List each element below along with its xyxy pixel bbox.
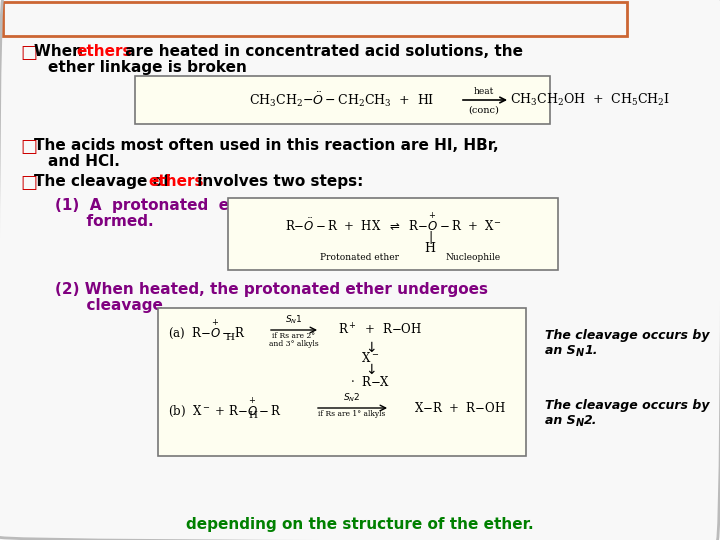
Text: The cleavage of: The cleavage of <box>34 174 175 189</box>
Text: an S: an S <box>545 414 575 427</box>
Text: When: When <box>34 44 89 59</box>
Text: (b)  X$^-$ + R$-\overset{+}{O}-$R: (b) X$^-$ + R$-\overset{+}{O}-$R <box>168 397 282 420</box>
Text: Cleavage of Ethers by Hot Concentrated Acids: Cleavage of Ethers by Hot Concentrated A… <box>10 11 478 29</box>
Text: R$^+$  +  R$-$OH: R$^+$ + R$-$OH <box>338 322 422 338</box>
Text: ·  R$-$X: · R$-$X <box>350 375 390 389</box>
Bar <box>135 76 550 124</box>
Text: $\mathregular{CH_3CH_2OH}$  +  $\mathregular{CH_5CH_2I}$: $\mathregular{CH_3CH_2OH}$ + $\mathregul… <box>510 92 670 108</box>
Text: cleavage: cleavage <box>55 298 163 313</box>
Text: ethers: ethers <box>76 44 132 59</box>
Text: X$-$R  +  R$-$OH: X$-$R + R$-$OH <box>414 401 506 415</box>
Text: H: H <box>425 241 436 254</box>
Text: R$-\ddot{O}-$R  +  HX  $\rightleftharpoons$  R$-\overset{+}{O}-$R  +  X$^{-}$: R$-\ddot{O}-$R + HX $\rightleftharpoons$… <box>284 212 501 232</box>
Text: $\downarrow$: $\downarrow$ <box>364 363 377 377</box>
Text: The acids most often used in this reaction are HI, HBr,: The acids most often used in this reacti… <box>34 138 499 153</box>
Text: an S: an S <box>545 343 575 356</box>
Text: 2.: 2. <box>584 414 598 427</box>
Text: (a)  R$-\overset{+}{O}-$R: (a) R$-\overset{+}{O}-$R <box>168 319 246 341</box>
Text: (1)  A  protonated  ether  is: (1) A protonated ether is <box>55 198 290 213</box>
Text: Protonated ether: Protonated ether <box>320 253 400 262</box>
Text: $\downarrow$: $\downarrow$ <box>364 341 377 355</box>
Text: ether linkage is broken: ether linkage is broken <box>48 60 247 75</box>
Text: □: □ <box>20 174 37 192</box>
Bar <box>158 308 526 456</box>
Text: $\mathregular{CH_3CH_2}$$-\ddot{O}-$$\mathregular{CH_2CH_3}$  +  HI: $\mathregular{CH_3CH_2}$$-\ddot{O}-$$\ma… <box>249 91 435 109</box>
Text: 1.: 1. <box>584 343 598 356</box>
Text: Nucleophile: Nucleophile <box>446 253 500 262</box>
Text: and HCl.: and HCl. <box>48 154 120 169</box>
Text: if Rs are 2°: if Rs are 2° <box>272 332 315 340</box>
Text: H: H <box>248 411 257 421</box>
Text: $S_N1$: $S_N1$ <box>285 314 303 326</box>
Text: X$^-$: X$^-$ <box>361 351 379 365</box>
Text: depending on the structure of the ether.: depending on the structure of the ether. <box>186 516 534 531</box>
Text: H: H <box>225 334 234 342</box>
FancyBboxPatch shape <box>3 2 627 36</box>
Text: (conc): (conc) <box>469 106 500 115</box>
Bar <box>228 198 558 270</box>
Text: The cleavage occurs by: The cleavage occurs by <box>545 399 709 411</box>
Text: if Rs are 1° alkyls: if Rs are 1° alkyls <box>318 410 386 418</box>
Text: are heated in concentrated acid solutions, the: are heated in concentrated acid solution… <box>120 44 523 59</box>
Text: formed.: formed. <box>55 214 153 229</box>
Text: (2) When heated, the protonated ether undergoes: (2) When heated, the protonated ether un… <box>55 282 488 297</box>
Text: heat: heat <box>474 87 494 96</box>
Text: and 3° alkyls: and 3° alkyls <box>269 340 319 348</box>
Text: N: N <box>576 348 584 358</box>
Text: □: □ <box>20 138 37 156</box>
Text: |: | <box>428 231 432 244</box>
Text: ethers: ethers <box>148 174 204 189</box>
Text: $S_N2$: $S_N2$ <box>343 392 361 404</box>
Text: The cleavage occurs by: The cleavage occurs by <box>545 328 709 341</box>
Text: involves two steps:: involves two steps: <box>192 174 364 189</box>
Text: N: N <box>576 418 584 428</box>
Text: □: □ <box>20 44 37 62</box>
